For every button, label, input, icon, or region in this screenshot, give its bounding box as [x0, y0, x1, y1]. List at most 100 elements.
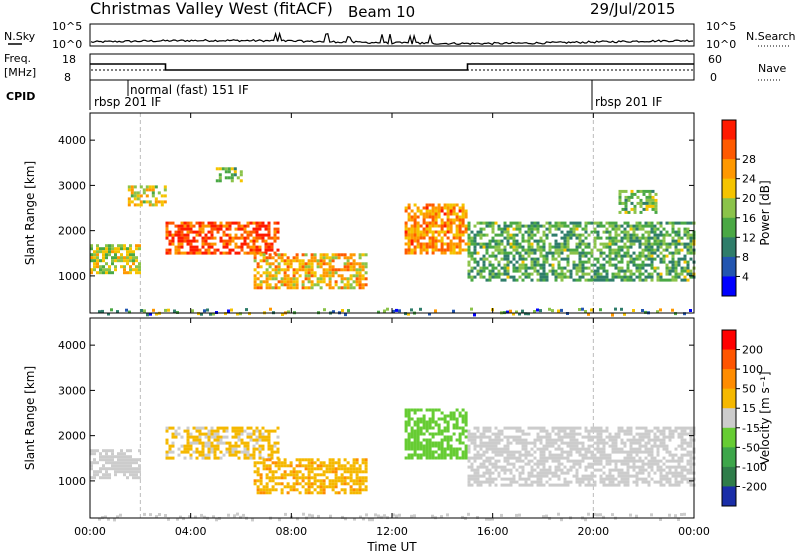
heatmap-cell	[319, 482, 323, 486]
heatmap-cell	[355, 268, 359, 272]
heatmap-cell	[527, 453, 531, 457]
heatmap-cell	[644, 468, 648, 472]
heatmap-cell	[644, 450, 648, 454]
heatmap-cell	[452, 426, 456, 430]
heatmap-cell	[449, 239, 453, 243]
heatmap-cell	[434, 206, 438, 210]
heatmap-cell	[536, 462, 540, 466]
heatmap-cell	[289, 473, 293, 477]
heatmap-cell	[647, 230, 651, 234]
heatmap-cell	[425, 233, 429, 237]
heatmap-cell	[168, 444, 172, 448]
heatmap-cell	[328, 256, 332, 260]
heatmap-cell	[506, 426, 510, 430]
heatmap-cell	[93, 470, 96, 474]
heatmap-cell	[177, 230, 181, 234]
heatmap-cell	[683, 426, 687, 430]
heatmap-cell	[452, 209, 456, 213]
heatmap-cell	[590, 465, 594, 469]
heatmap-cell	[108, 467, 111, 471]
heatmap-cell	[464, 417, 468, 421]
heatmap-cell	[509, 245, 513, 249]
heatmap-cell	[467, 272, 471, 276]
heatmap-cell	[650, 447, 654, 451]
heatmap-cell	[328, 467, 332, 471]
heatmap-cell	[404, 206, 408, 210]
heatmap-cell	[563, 471, 567, 475]
heatmap-cell	[219, 236, 223, 240]
heatmap-cell	[271, 256, 275, 260]
heatmap-cell	[274, 283, 278, 287]
heatmap-cell	[189, 444, 193, 448]
heatmap-cell	[233, 170, 237, 174]
heatmap-cell	[192, 224, 196, 228]
heatmap-cell	[575, 480, 579, 484]
heatmap-cell	[479, 456, 483, 460]
heatmap-cell	[117, 452, 120, 456]
heatmap-cell	[174, 429, 178, 433]
heatmap-cell	[126, 250, 129, 254]
heatmap-cell	[407, 453, 411, 457]
heatmap-cell	[680, 435, 684, 439]
heatmap-cell	[686, 248, 690, 252]
heatmap-cell	[662, 260, 666, 264]
heatmap-cell	[416, 417, 420, 421]
heatmap-cell	[617, 233, 621, 237]
heatmap-cell	[686, 444, 690, 448]
heatmap-cell	[440, 432, 444, 436]
heatmap-cell	[674, 474, 678, 478]
velocity-colorbar-segment	[722, 486, 736, 507]
heatmap-cell	[107, 312, 110, 316]
velocity-colorbar-tick: -200	[742, 480, 767, 493]
heatmap-cell	[620, 477, 624, 481]
heatmap-cell	[280, 253, 284, 257]
velocity-colorbar-tick: 100	[742, 363, 763, 376]
heatmap-cell	[96, 256, 99, 260]
heatmap-cell	[611, 513, 614, 517]
heatmap-cell	[608, 239, 612, 243]
heatmap-cell	[256, 265, 260, 269]
heatmap-cell	[593, 239, 597, 243]
heatmap-cell	[593, 441, 597, 445]
heatmap-cell	[93, 262, 96, 266]
heatmap-cell	[587, 480, 591, 484]
heatmap-cell	[168, 242, 172, 246]
heatmap-cell	[620, 447, 624, 451]
heatmap-cell	[422, 453, 426, 457]
heatmap-cell	[500, 233, 504, 237]
heatmap-cell	[647, 471, 651, 475]
heatmap-cell	[280, 464, 284, 468]
heatmap-cell	[638, 432, 642, 436]
heatmap-cell	[626, 426, 630, 430]
heatmap-cell	[629, 456, 633, 460]
heatmap-cell	[560, 456, 564, 460]
heatmap-cell	[455, 242, 459, 246]
heatmap-cell	[518, 245, 522, 249]
velocity-colorbar-tick: -15	[742, 422, 760, 435]
heatmap-cell	[267, 230, 271, 234]
cpid-segment-2: normal (fast) 151 IF	[130, 83, 249, 97]
heatmap-cell	[515, 426, 519, 430]
heatmap-cell	[488, 474, 492, 478]
heatmap-cell	[599, 251, 603, 255]
heatmap-cell	[437, 248, 441, 252]
heatmap-cell	[352, 259, 356, 263]
heatmap-cell	[243, 242, 247, 246]
heatmap-cell	[527, 477, 531, 481]
heatmap-cell	[201, 426, 205, 430]
heatmap-cell	[656, 239, 660, 243]
heatmap-cell	[428, 227, 432, 231]
heatmap-cell	[524, 477, 528, 481]
heatmap-cell	[422, 432, 426, 436]
heatmap-cell	[683, 447, 687, 451]
heatmap-cell	[340, 286, 344, 290]
heatmap-cell	[270, 447, 274, 451]
heatmap-cell	[328, 280, 332, 284]
heatmap-cell	[292, 476, 296, 480]
heatmap-cell	[262, 458, 266, 462]
heatmap-cell	[346, 268, 350, 272]
heatmap-cell	[120, 253, 123, 257]
heatmap-cell	[286, 482, 290, 486]
heatmap-cell	[602, 450, 606, 454]
heatmap-cell	[635, 233, 639, 237]
